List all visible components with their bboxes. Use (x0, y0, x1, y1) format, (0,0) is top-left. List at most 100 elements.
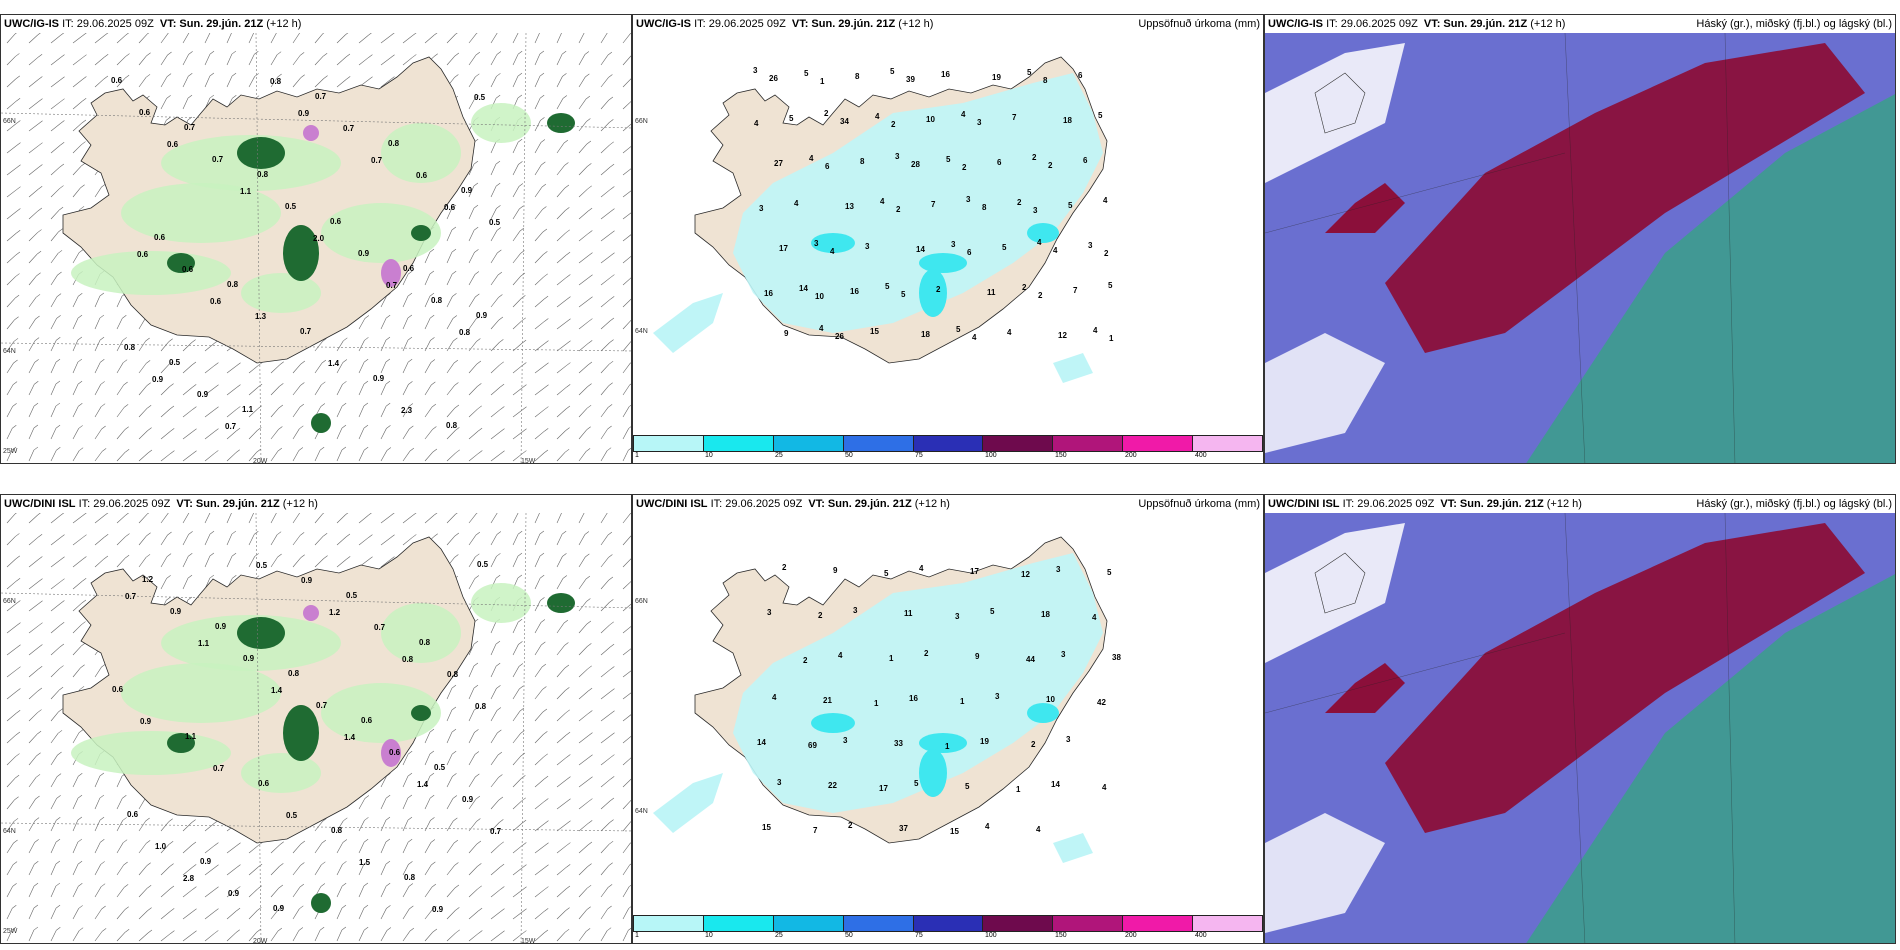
precip-value-label: 2.0 (313, 234, 325, 243)
precip-value-label: 3 (995, 692, 1000, 701)
wind-barb (270, 450, 279, 462)
wind-barb (534, 911, 545, 920)
wind-barb (600, 233, 611, 242)
wind-barb-flag (476, 840, 482, 845)
wind-barb-flag (60, 622, 65, 626)
wind-barb (512, 387, 523, 396)
graticule-lat (1, 342, 631, 352)
wind-barb (578, 451, 587, 462)
axis-label-lon25: 25W (3, 448, 18, 455)
wind-barb (556, 888, 567, 898)
wind-barb-flag (390, 54, 395, 58)
wind-barb-flag (543, 273, 548, 278)
wind-barb-flag (500, 886, 505, 890)
wind-barb-flag (543, 775, 549, 780)
wind-barb-flag (145, 817, 150, 822)
precip-value-label: 1 (1109, 334, 1114, 343)
precip-value-label: 0.9 (432, 905, 444, 914)
wind-barb-flag (454, 74, 459, 78)
wind-barb (424, 451, 434, 462)
wind-barb (402, 339, 409, 352)
wind-barb (490, 319, 500, 330)
colorbar-swatch (913, 436, 984, 451)
wind-barb-flag (214, 450, 219, 454)
wind-barb-flag (541, 161, 546, 166)
wind-barb-flag (432, 906, 437, 910)
wind-barb (534, 889, 545, 898)
precip-value-label: 6 (997, 158, 1002, 167)
coastline (1314, 552, 1366, 614)
wind-barb-flag (254, 531, 259, 535)
wind-barb (512, 208, 520, 220)
wind-barb (622, 648, 631, 656)
precip-value-label: 0.9 (170, 607, 182, 616)
wind-barb-flag (453, 817, 458, 822)
wind-barb-flag (322, 532, 328, 537)
wind-barb (556, 299, 567, 308)
panel-title: Uppsöfnuð úrkoma (mm) (1138, 18, 1260, 30)
precip-value-label: 3 (951, 240, 956, 249)
wind-barb (50, 733, 59, 744)
precip-value-label: 1.5 (359, 858, 371, 867)
precip-value-label: 6 (1083, 156, 1088, 165)
wind-barb-flag (13, 359, 18, 364)
colorbar-tick-label: 200 (1125, 452, 1137, 459)
wind-barb-flag (37, 207, 43, 212)
wind-barb-flag (169, 863, 174, 867)
wind-barb (578, 713, 589, 722)
wind-barb-flag (408, 381, 413, 385)
precip-value-label: 0.7 (225, 422, 237, 431)
wind-barb-flag (146, 52, 151, 56)
wind-barb-flag (474, 271, 480, 275)
graticule-line (1265, 152, 1566, 234)
wind-barb (314, 842, 323, 854)
wind-barb (600, 602, 610, 612)
wind-barb (94, 35, 105, 44)
wind-barb (380, 863, 387, 876)
wind-barb (622, 603, 631, 612)
wind-barb-flag (454, 382, 459, 386)
wind-barb (578, 98, 587, 110)
wind-barb (534, 53, 541, 66)
colorbar-ticks: 1 10 25 50 75 100 150 200 400 (633, 452, 1263, 461)
wind-barb-flag (58, 206, 64, 211)
wind-barb-flag (477, 885, 482, 890)
wind-barb (600, 363, 610, 374)
wind-barb (50, 231, 59, 242)
wind-barb (468, 274, 476, 286)
wind-barb (622, 535, 631, 546)
wind-barb (468, 318, 477, 330)
wind-barb (468, 798, 477, 810)
wind-barb-flag (341, 446, 347, 451)
wind-barb (182, 364, 193, 374)
wind-barb-flag (499, 819, 504, 823)
wind-barb (512, 555, 519, 568)
graticule-lat (1, 592, 631, 609)
wind-barb (336, 514, 346, 524)
wind-barb (402, 930, 411, 942)
wind-barb-flag (586, 598, 591, 602)
wind-barb-flag (495, 574, 501, 579)
wind-barb (468, 910, 479, 920)
precip-value-label: 5 (1108, 281, 1113, 290)
wind-barb (534, 801, 545, 810)
wind-barb-flag (431, 861, 436, 866)
wind-barb-flag (235, 907, 241, 912)
wind-barb-flag (60, 76, 65, 80)
wind-barb (314, 864, 322, 876)
precip-value-label: 2 (1017, 198, 1022, 207)
wind-barb-flag (147, 427, 152, 431)
wind-barb-flag (258, 362, 263, 366)
wind-barb (270, 930, 279, 942)
colorbar-swatch (1193, 916, 1263, 931)
wind-barb (270, 534, 278, 546)
precip-value-label: 2 (924, 649, 929, 658)
wind-barb (6, 33, 16, 44)
precip-value-label: 4 (794, 199, 799, 208)
colorbar-swatch (983, 916, 1054, 931)
precip-value-label: 5 (1098, 111, 1103, 120)
wind-barb (446, 34, 456, 44)
wind-barb (622, 190, 631, 198)
precip-value-label: 3 (1088, 241, 1093, 250)
wind-barb (380, 383, 387, 396)
